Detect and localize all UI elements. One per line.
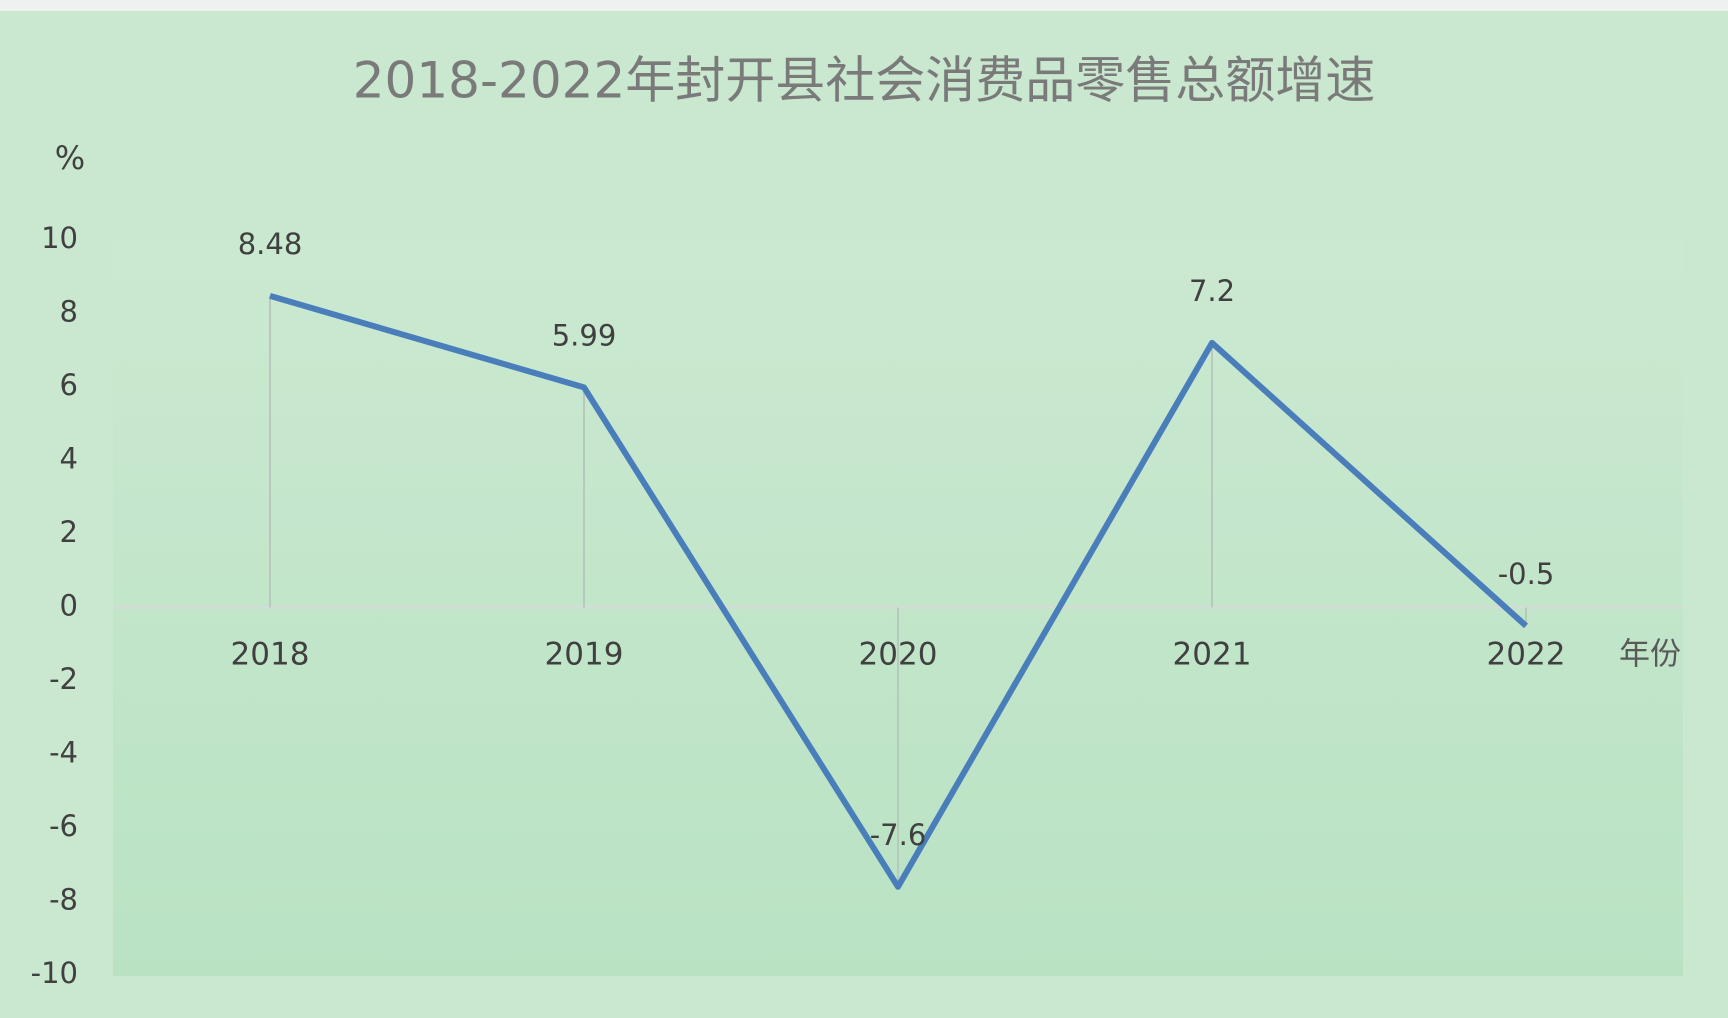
y-tick-label: 10: [41, 221, 78, 255]
chart-title: 2018-2022年封开县社会消费品零售总额增速: [353, 52, 1376, 110]
data-label: 5.99: [552, 318, 617, 352]
y-axis-label: %: [55, 139, 85, 177]
y-tick-label: -4: [49, 736, 78, 770]
data-label: -0.5: [1498, 557, 1555, 591]
series-line: [269, 292, 1529, 890]
data-label: 8.48: [238, 227, 303, 261]
y-tick-label: -8: [49, 883, 78, 917]
y-tick-label: 4: [60, 442, 78, 476]
y-tick-label: 6: [60, 368, 78, 402]
data-label: -7.6: [870, 818, 927, 852]
y-tick-label: -10: [31, 956, 78, 990]
y-tick-label: -6: [49, 809, 78, 843]
x-tick-label: 2021: [1173, 637, 1252, 673]
x-tick-label: 2018: [231, 637, 310, 673]
x-axis-label: 年份: [1619, 637, 1681, 673]
x-tick-label: 2022: [1487, 637, 1566, 673]
x-tick-label: 2019: [545, 637, 624, 673]
y-tick-label: 0: [60, 589, 78, 623]
y-tick-label: -2: [49, 662, 78, 696]
y-tick-label: 2: [60, 515, 78, 549]
y-tick-label: 8: [60, 295, 78, 329]
data-label: 7.2: [1189, 274, 1235, 308]
top-strip: [0, 0, 1728, 11]
